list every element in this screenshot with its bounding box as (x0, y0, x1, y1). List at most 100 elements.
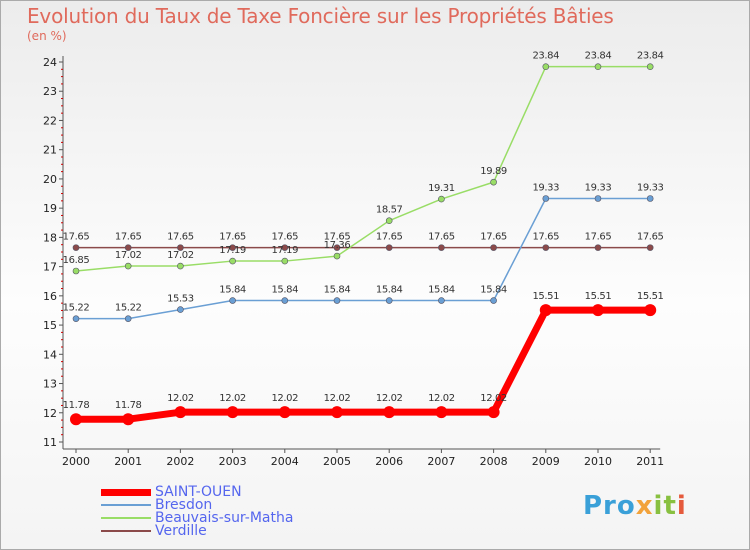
data-point (646, 244, 654, 251)
data-label: 15.51 (585, 291, 612, 302)
data-point (435, 406, 448, 419)
data-point (281, 297, 289, 304)
data-point (331, 406, 343, 419)
y-tick-label: 14 (43, 348, 57, 361)
data-point (438, 244, 445, 251)
data-label: 18.57 (376, 205, 403, 216)
data-point (542, 63, 550, 70)
y-tick-label: 11 (43, 436, 57, 449)
data-label: 19.33 (532, 183, 559, 194)
logo-part: x (635, 491, 654, 521)
data-point (174, 406, 187, 419)
data-point (281, 244, 289, 251)
data-point (229, 244, 236, 251)
data-point (72, 244, 80, 251)
data-point (122, 413, 135, 426)
data-point (542, 244, 550, 251)
data-point (385, 297, 393, 304)
data-point (383, 406, 396, 419)
data-label: 17.65 (63, 232, 90, 243)
y-tick-label: 15 (43, 319, 57, 332)
x-tick-label: 2004 (271, 455, 299, 468)
data-point (594, 244, 602, 251)
data-label: 15.51 (532, 291, 559, 302)
y-tick-label: 16 (43, 290, 57, 303)
chart-title: Evolution du Taux de Taxe Foncière sur l… (27, 4, 614, 28)
data-point (438, 297, 445, 304)
data-label: 12.02 (480, 393, 507, 404)
data-point (281, 257, 289, 265)
legend-item: Beauvais-sur-Matha (101, 511, 293, 525)
legend-label: Verdille (155, 523, 207, 539)
series-line-1 (76, 197, 651, 320)
data-label: 23.84 (532, 51, 559, 62)
data-point (124, 262, 132, 270)
data-label: 17.65 (480, 232, 507, 243)
data-label: 11.78 (63, 400, 90, 411)
x-tick-label: 2010 (584, 455, 612, 468)
data-label: 17.65 (428, 232, 455, 243)
data-point (229, 297, 236, 304)
data-label: 15.84 (271, 285, 298, 296)
data-point (644, 304, 657, 317)
data-point (124, 244, 132, 251)
data-label: 17.65 (585, 232, 612, 243)
data-label: 19.89 (480, 166, 507, 177)
data-point (592, 304, 604, 317)
data-label: 15.84 (219, 285, 246, 296)
data-point (333, 252, 341, 260)
data-point (124, 315, 132, 322)
data-label: 17.65 (271, 232, 298, 243)
data-point (646, 195, 654, 202)
data-label: 17.65 (637, 232, 664, 243)
logo-part: it (653, 491, 677, 521)
data-label: 15.51 (637, 291, 664, 302)
data-label: 17.36 (324, 240, 351, 251)
data-label: 17.65 (115, 232, 142, 243)
x-tick-label: 2005 (323, 455, 351, 468)
data-point (594, 63, 602, 70)
data-label: 15.84 (324, 285, 351, 296)
x-tick-label: 2011 (636, 455, 664, 468)
series-line-0 (76, 306, 651, 423)
data-point (490, 178, 497, 186)
data-point (490, 297, 497, 304)
y-tick-label: 12 (43, 407, 57, 420)
data-label: 23.84 (637, 51, 664, 62)
data-point (177, 244, 184, 251)
data-point (438, 195, 445, 203)
data-point (646, 63, 654, 70)
data-point (333, 244, 341, 251)
data-point (229, 257, 236, 265)
data-label: 19.33 (585, 183, 612, 194)
x-tick-label: 2003 (219, 455, 247, 468)
legend-item: Verdille (101, 523, 293, 539)
y-tick-label: 17 (43, 261, 57, 274)
legend-label: SAINT-OUEN (155, 484, 242, 500)
data-label: 17.19 (271, 245, 298, 256)
data-point (385, 244, 393, 251)
y-tick-label: 24 (43, 56, 57, 69)
logo-part: i (676, 491, 687, 521)
data-label: 12.02 (428, 393, 455, 404)
x-tick-label: 2001 (114, 455, 142, 468)
data-point (542, 195, 550, 202)
data-point (385, 217, 393, 225)
legend-swatch (101, 504, 151, 506)
data-label: 17.65 (167, 232, 194, 243)
data-label: 15.22 (115, 303, 142, 314)
data-point (72, 267, 80, 275)
data-label: 17.02 (115, 250, 142, 261)
data-label: 15.22 (63, 303, 90, 314)
data-point (490, 244, 497, 251)
data-point (226, 406, 239, 419)
data-label: 12.02 (219, 393, 246, 404)
x-tick-label: 2002 (166, 455, 194, 468)
legend-swatch (101, 517, 151, 519)
data-label: 12.02 (376, 393, 403, 404)
data-label: 11.78 (115, 400, 142, 411)
x-tick-label: 2006 (375, 455, 403, 468)
data-point (70, 413, 82, 426)
